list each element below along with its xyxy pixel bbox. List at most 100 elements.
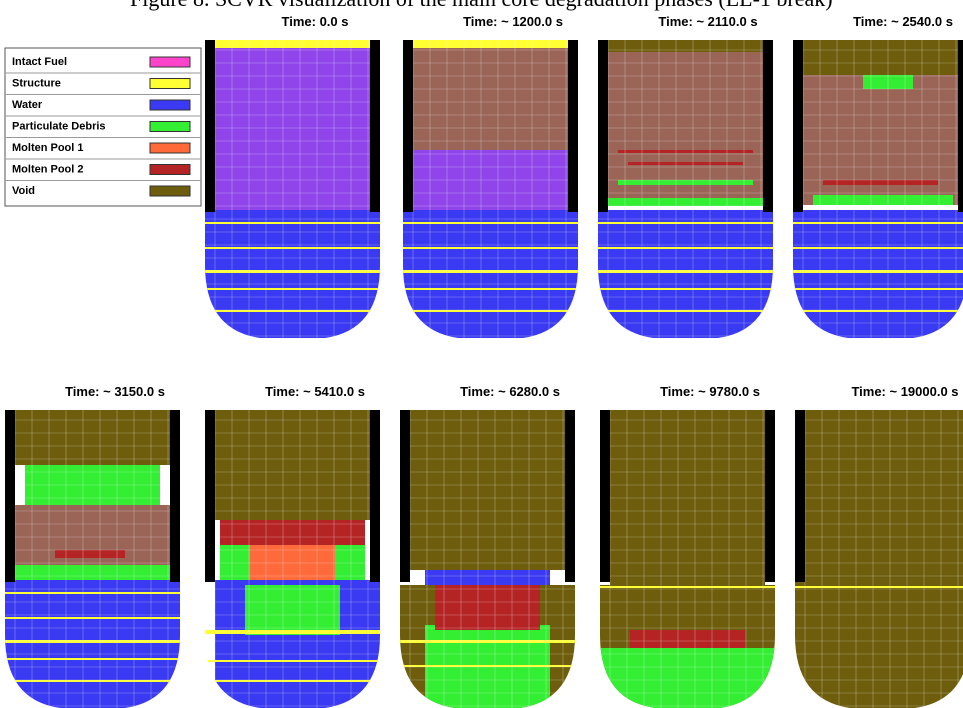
region — [400, 640, 575, 643]
region — [205, 210, 380, 338]
region — [403, 310, 578, 312]
region — [630, 630, 745, 648]
wall — [795, 410, 805, 582]
panel — [403, 40, 578, 338]
region — [823, 180, 938, 185]
region — [608, 52, 763, 202]
time-label: Time: ~ 3150.0 s — [65, 384, 165, 399]
panel-content — [403, 40, 578, 338]
region — [600, 586, 775, 588]
wall — [205, 40, 215, 212]
region — [793, 310, 963, 312]
wall — [565, 410, 575, 582]
region — [400, 665, 575, 667]
time-label: Time: ~ 5410.0 s — [265, 384, 365, 399]
legend-swatch — [149, 164, 191, 175]
region — [5, 592, 180, 594]
wall — [600, 410, 610, 582]
region — [793, 270, 963, 273]
region — [403, 210, 578, 338]
panel — [400, 410, 575, 708]
panel-content — [400, 410, 575, 708]
region — [215, 410, 370, 520]
legend-swatch — [149, 185, 191, 197]
time-label: Time: ~ 2540.0 s — [853, 14, 953, 29]
wall — [400, 410, 410, 582]
region — [205, 288, 380, 290]
time-label: Time: ~ 2110.0 s — [658, 14, 757, 29]
wall — [765, 410, 775, 582]
region — [813, 195, 953, 205]
region — [250, 545, 335, 585]
region — [598, 247, 773, 249]
region — [598, 288, 773, 290]
region — [628, 162, 743, 165]
panel-content — [793, 40, 963, 338]
region — [793, 210, 963, 338]
panel — [600, 410, 775, 708]
panel — [5, 410, 180, 708]
panel — [205, 40, 380, 338]
region — [205, 222, 380, 224]
region — [245, 585, 340, 635]
region — [618, 180, 753, 185]
legend-swatch — [149, 121, 191, 132]
region — [413, 150, 568, 210]
region — [413, 40, 568, 150]
region — [220, 520, 365, 545]
region — [803, 75, 958, 205]
region — [15, 410, 170, 465]
region — [618, 150, 753, 153]
region — [795, 586, 963, 588]
wall — [403, 40, 413, 212]
region — [793, 288, 963, 290]
region — [5, 617, 180, 619]
legend-label: Void — [12, 185, 35, 197]
region — [403, 247, 578, 249]
panel — [205, 410, 380, 708]
region — [863, 75, 913, 89]
region — [217, 48, 368, 210]
region — [205, 680, 380, 682]
region — [403, 288, 578, 290]
region — [55, 550, 125, 558]
region — [205, 247, 380, 249]
region — [5, 580, 180, 708]
region — [608, 40, 763, 52]
time-label: Time: ~ 19000.0 s — [851, 384, 958, 399]
region — [5, 640, 180, 643]
region — [413, 40, 568, 48]
legend-swatch — [149, 142, 191, 154]
region — [598, 222, 773, 224]
legend-label: Structure — [12, 77, 61, 89]
region — [608, 198, 763, 206]
time-label: Time: ~ 9780.0 s — [660, 384, 760, 399]
region — [598, 310, 773, 312]
panel-content — [205, 40, 380, 338]
caption: Figure 8. SCVR visualization of the main… — [130, 0, 833, 11]
legend-label: Molten Pool 1 — [12, 142, 84, 154]
region — [5, 680, 180, 682]
region — [205, 660, 380, 662]
region — [598, 270, 773, 273]
panel-content — [600, 410, 775, 708]
region — [600, 648, 775, 708]
wall — [170, 410, 180, 582]
region — [403, 222, 578, 224]
region — [215, 40, 370, 48]
time-label: Time: 0.0 s — [282, 14, 349, 29]
panel-content — [205, 410, 380, 708]
legend-label: Particulate Debris — [12, 120, 106, 132]
region — [795, 410, 963, 708]
wall — [370, 40, 380, 212]
wall — [568, 40, 578, 212]
region — [435, 585, 540, 630]
wall — [598, 40, 608, 212]
wall — [5, 410, 15, 582]
wall — [958, 40, 963, 212]
time-label: Time: ~ 6280.0 s — [460, 384, 560, 399]
legend-swatch — [149, 99, 191, 111]
wall — [370, 410, 380, 582]
